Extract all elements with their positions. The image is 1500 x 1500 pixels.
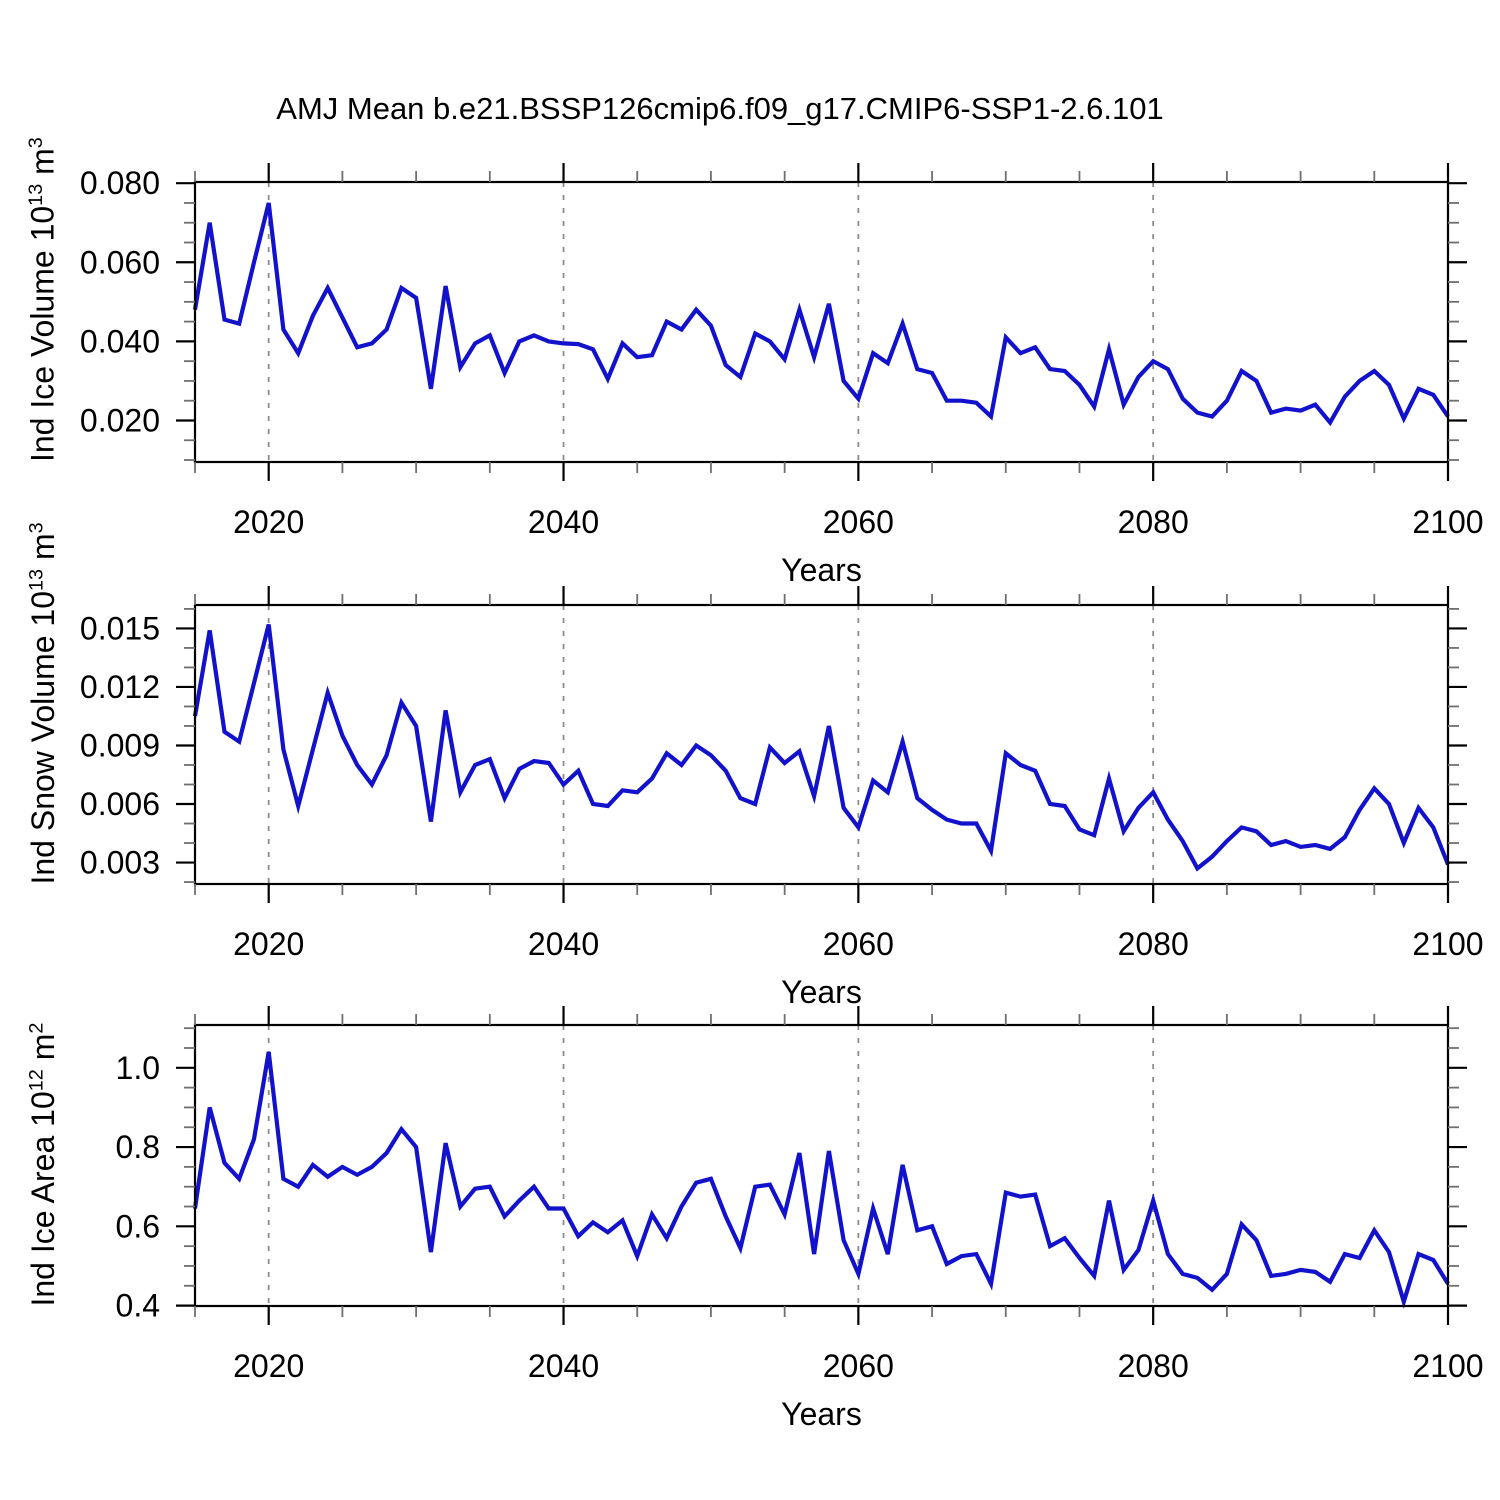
svg-text:0.8: 0.8: [116, 1129, 160, 1165]
svg-text:1.0: 1.0: [116, 1050, 160, 1086]
svg-text:0.020: 0.020: [80, 402, 160, 438]
gridlines: [267, 182, 1155, 462]
panel1-x-axis-title: Years: [781, 552, 862, 588]
chart-title: AMJ Mean b.e21.BSSP126cmip6.f09_g17.CMIP…: [276, 91, 1164, 126]
svg-text:0.015: 0.015: [80, 610, 160, 646]
panel3-y-axis-title: Ind Ice Area 1012 m2: [24, 1022, 61, 1306]
svg-text:0.080: 0.080: [80, 165, 160, 201]
svg-text:2060: 2060: [823, 1348, 894, 1384]
svg-text:2080: 2080: [1118, 926, 1189, 962]
svg-text:2100: 2100: [1412, 504, 1483, 540]
svg-text:2040: 2040: [528, 1348, 599, 1384]
svg-text:0.006: 0.006: [80, 786, 160, 822]
panel-1-ind-ice-volume: 0.020 0.040 0.060 0.080 2020 2040 2060 2080 2100: [80, 163, 1484, 540]
svg-text:2020: 2020: [233, 926, 304, 962]
ticks: [176, 586, 1467, 903]
svg-text:2020: 2020: [233, 1348, 304, 1384]
series-line: [192, 202, 1450, 427]
plot-frame: [193, 603, 1450, 886]
panel1-y-axis-title: Ind Ice Volume 1013 m3: [24, 137, 61, 462]
svg-text:2080: 2080: [1118, 504, 1189, 540]
svg-text:0.012: 0.012: [80, 669, 160, 705]
gridlines: [267, 605, 1155, 884]
panel2-x-axis-title: Years: [781, 974, 862, 1010]
plot-frame: [193, 180, 1450, 464]
svg-text:2040: 2040: [528, 504, 599, 540]
svg-text:2060: 2060: [823, 926, 894, 962]
panel-3-ind-ice-area: 0.4 0.6 0.8 1.0 2020 2040 2060 2080 2100: [116, 1006, 1484, 1384]
series-line: [192, 1051, 1450, 1309]
series-line: [192, 623, 1450, 872]
svg-text:2100: 2100: [1412, 1348, 1483, 1384]
svg-text:0.009: 0.009: [80, 727, 160, 763]
tick-labels: 0.4 0.6 0.8 1.0 2020 2040 2060 2080 2100: [116, 1050, 1484, 1384]
svg-text:2040: 2040: [528, 926, 599, 962]
panel2-y-axis-title: Ind Snow Volume 1013 m3: [24, 521, 61, 884]
ticks: [176, 163, 1467, 481]
svg-text:2100: 2100: [1412, 926, 1483, 962]
tick-labels: 0.020 0.040 0.060 0.080 2020 2040 2060 2080 2100: [80, 165, 1484, 540]
svg-text:2060: 2060: [823, 504, 894, 540]
tick-labels: 0.003 0.006 0.009 0.012 0.015 2020 2040 2060 208…: [80, 610, 1484, 962]
svg-text:0.4: 0.4: [116, 1288, 160, 1324]
svg-text:0.040: 0.040: [80, 323, 160, 359]
svg-text:0.060: 0.060: [80, 244, 160, 280]
plot-frame: [193, 1023, 1450, 1308]
svg-text:0.6: 0.6: [116, 1208, 160, 1244]
panel-2-ind-snow-volume: 0.003 0.006 0.009 0.012 0.015 2020 2040 2060 208…: [80, 586, 1484, 962]
gridlines: [267, 1025, 1155, 1306]
svg-text:0.003: 0.003: [80, 845, 160, 881]
ticks: [176, 1006, 1467, 1325]
svg-text:2020: 2020: [233, 504, 304, 540]
panel3-x-axis-title: Years: [781, 1396, 862, 1432]
svg-text:2080: 2080: [1118, 1348, 1189, 1384]
